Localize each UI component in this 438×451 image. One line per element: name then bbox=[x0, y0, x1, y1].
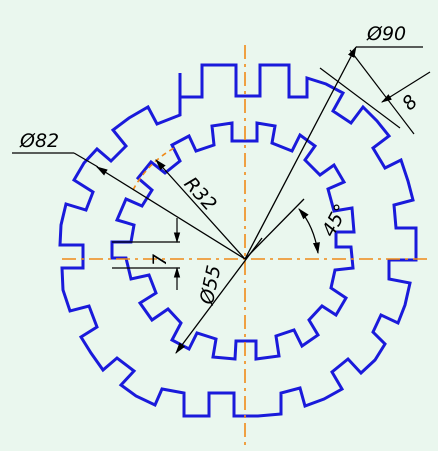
dim8-label: 8 bbox=[398, 91, 422, 115]
dim82-connector bbox=[73, 152, 99, 168]
outer-gear-outline bbox=[58, 63, 418, 418]
angle45-label: 45° bbox=[318, 200, 353, 240]
dim90-leader bbox=[244, 45, 357, 260]
dim55-line bbox=[175, 237, 263, 354]
dim8-line bbox=[381, 71, 431, 103]
r32-leader bbox=[155, 159, 246, 260]
dim82-label: Ø82 bbox=[19, 130, 59, 152]
dim90-label: Ø90 bbox=[366, 23, 406, 45]
inner-gear-outline bbox=[110, 121, 356, 361]
dim82-leader bbox=[96, 166, 246, 260]
dim55-label: Ø55 bbox=[196, 263, 226, 307]
r32-label: R32 bbox=[179, 173, 220, 216]
angle45-ray bbox=[244, 198, 305, 260]
r32-arc bbox=[132, 146, 177, 191]
dim8-ext-1 bbox=[319, 67, 401, 129]
dim7-label: 7 bbox=[149, 254, 171, 266]
angle45-arc bbox=[298, 208, 320, 255]
dim8-ext-2 bbox=[349, 49, 415, 135]
